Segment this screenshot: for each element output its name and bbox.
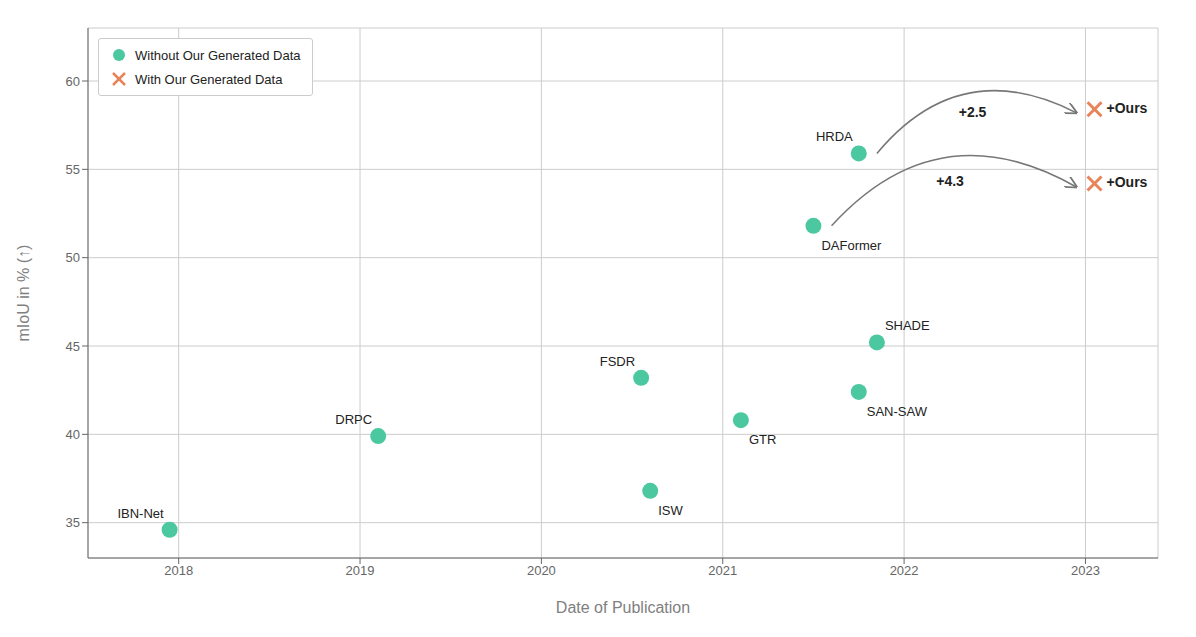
svg-text:2020: 2020 xyxy=(527,563,556,578)
svg-text:50: 50 xyxy=(66,250,80,265)
svg-text:+Ours: +Ours xyxy=(1107,174,1148,190)
svg-text:ISW: ISW xyxy=(658,503,683,518)
html-text:With Our Generated Data: With Our Generated Data xyxy=(135,71,283,87)
svg-text:35: 35 xyxy=(66,515,80,530)
svg-text:HRDA: HRDA xyxy=(816,129,853,144)
svg-text:IBN-Net: IBN-Net xyxy=(117,506,164,521)
svg-text:2023: 2023 xyxy=(1071,563,1100,578)
svg-text:Date of Publication: Date of Publication xyxy=(556,599,690,616)
svg-text:GTR: GTR xyxy=(749,432,776,447)
svg-text:+2.5: +2.5 xyxy=(959,104,987,120)
svg-text:45: 45 xyxy=(66,339,80,354)
svg-text:DRPC: DRPC xyxy=(335,412,372,427)
svg-text:+Ours: +Ours xyxy=(1107,100,1148,116)
svg-text:SHADE: SHADE xyxy=(885,318,930,333)
svg-text:2022: 2022 xyxy=(890,563,919,578)
svg-text:60: 60 xyxy=(66,74,80,89)
svg-text:2019: 2019 xyxy=(346,563,375,578)
svg-text:2021: 2021 xyxy=(708,563,737,578)
svg-text:mIoU in % (↑): mIoU in % (↑) xyxy=(15,245,32,342)
html-text:Without Our Generated Data: Without Our Generated Data xyxy=(135,47,301,63)
svg-text:SAN-SAW: SAN-SAW xyxy=(867,404,928,419)
svg-text:DAFormer: DAFormer xyxy=(821,238,882,253)
svg-text:55: 55 xyxy=(66,162,80,177)
svg-text:+4.3: +4.3 xyxy=(936,173,964,189)
svg-text:40: 40 xyxy=(66,427,80,442)
svg-text:FSDR: FSDR xyxy=(600,354,635,369)
svg-text:2018: 2018 xyxy=(164,563,193,578)
